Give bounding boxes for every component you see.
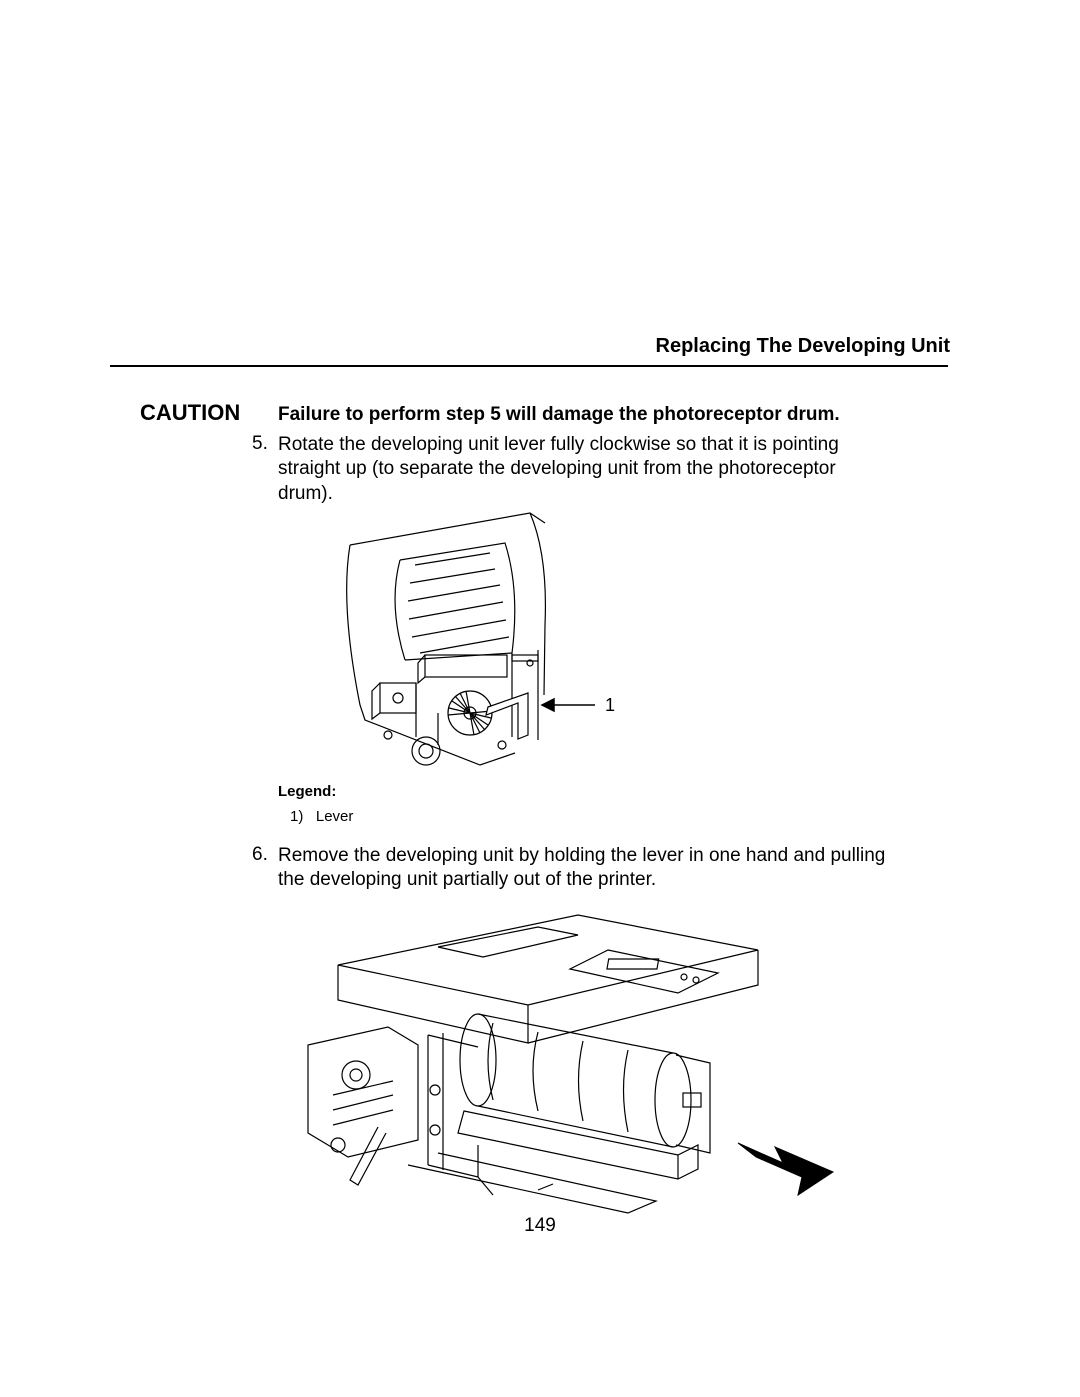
diagram1-callout-label: 1 <box>605 695 615 715</box>
step-5-number: 5. <box>252 432 278 457</box>
legend-item-1: 1) Lever <box>290 808 353 825</box>
step-5-text: Rotate the developing unit lever fully c… <box>278 433 892 507</box>
page-number: 149 <box>0 1215 1080 1237</box>
caution-text: Failure to perform step 5 will damage th… <box>278 404 840 426</box>
legend-label: Legend: <box>278 783 336 800</box>
legend-item-1-num: 1) <box>290 808 303 825</box>
step-6-text: Remove the developing unit by holding th… <box>278 844 892 893</box>
header-divider <box>110 365 948 367</box>
step-6-number: 6. <box>252 844 268 865</box>
diagram-lever: 1 <box>330 505 700 795</box>
step-6: 6. Remove the developing unit by holding… <box>252 843 892 893</box>
step-5: 5. Rotate the developing unit lever full… <box>252 432 892 507</box>
legend-item-1-text: Lever <box>316 808 354 825</box>
diagram-removal <box>278 895 858 1225</box>
section-title: Replacing The Developing Unit <box>656 335 950 358</box>
caution-label: CAUTION <box>140 400 240 426</box>
document-page: Replacing The Developing Unit CAUTION Fa… <box>0 0 1080 1397</box>
